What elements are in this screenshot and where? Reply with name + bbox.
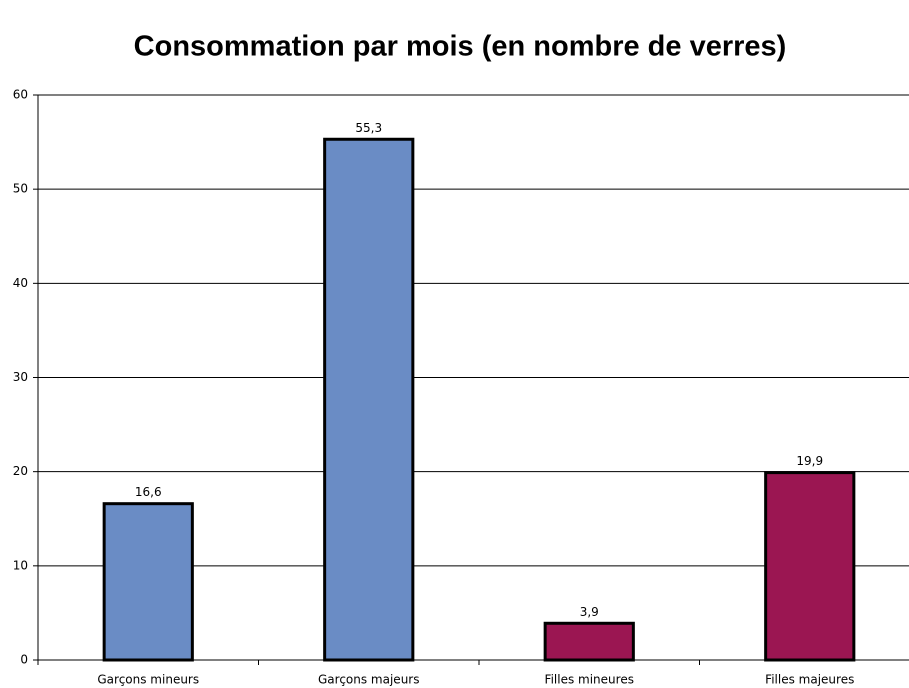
bar: [323, 137, 415, 662]
value-label: 19,9: [796, 454, 823, 468]
chart-title: Consommation par mois (en nombre de verr…: [134, 31, 787, 63]
y-tick-label: 20: [13, 464, 28, 478]
bar: [102, 502, 194, 662]
y-tick-label: 60: [13, 88, 28, 102]
y-tick-label: 30: [13, 370, 28, 384]
bar: [764, 471, 856, 662]
x-tick-label: Garçons majeurs: [318, 673, 419, 687]
value-label: 3,9: [580, 605, 599, 619]
x-tick-label: Filles mineures: [545, 673, 634, 687]
x-tick-label: Filles majeures: [765, 673, 854, 687]
value-label: 55,3: [355, 121, 382, 135]
bar: [543, 621, 635, 662]
y-tick-label: 50: [13, 182, 28, 196]
value-label: 16,6: [135, 485, 162, 499]
y-tick-label: 40: [13, 276, 28, 290]
y-tick-label: 10: [13, 558, 28, 572]
y-tick-label: 0: [20, 653, 28, 667]
x-tick-label: Garçons mineurs: [97, 673, 199, 687]
